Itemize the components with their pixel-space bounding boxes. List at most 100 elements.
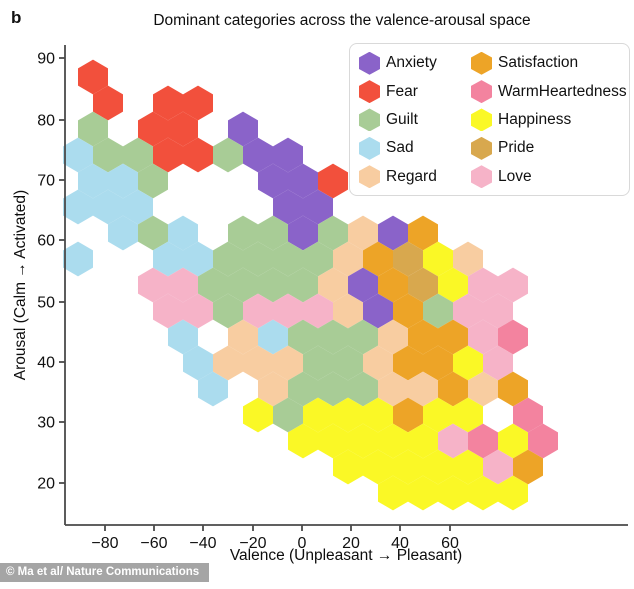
hex-cell — [258, 319, 288, 355]
legend-label-fear: Fear — [386, 82, 418, 100]
hex-cell — [318, 163, 348, 199]
hex-cell — [273, 137, 303, 173]
y-tick-label: 90 — [37, 51, 55, 68]
legend-swatch-satisfaction-hexagon-icon — [471, 51, 492, 75]
hex-cell — [438, 267, 468, 303]
hex-cell — [408, 423, 438, 459]
hex-cell — [318, 215, 348, 251]
hex-cell — [138, 111, 168, 147]
hex-cell — [348, 267, 378, 303]
hex-cell — [138, 215, 168, 251]
hex-cell — [378, 371, 408, 407]
hex-cell — [243, 241, 273, 277]
hex-cell — [453, 241, 483, 277]
hex-cell — [243, 345, 273, 381]
hex-cell — [423, 293, 453, 329]
hex-cell — [153, 137, 183, 173]
hex-cell — [303, 189, 333, 225]
hex-cell — [138, 163, 168, 199]
hex-cell — [528, 423, 558, 459]
hex-cell — [498, 319, 528, 355]
hex-cell — [498, 267, 528, 303]
hex-cell — [318, 371, 348, 407]
hex-cell — [123, 189, 153, 225]
legend-label-guilt: Guilt — [386, 110, 418, 128]
hex-cell — [348, 371, 378, 407]
hex-cell — [498, 475, 528, 511]
hex-cell — [363, 345, 393, 381]
hex-cell — [348, 215, 378, 251]
hex-cell — [258, 371, 288, 407]
hex-cell — [273, 293, 303, 329]
hex-cell — [423, 241, 453, 277]
hex-cell — [168, 111, 198, 147]
hex-cell — [258, 215, 288, 251]
hex-layer — [63, 59, 558, 511]
legend-swatch-love-hexagon-icon — [471, 165, 492, 189]
hex-cell — [408, 475, 438, 511]
x-tick-label: 0 — [298, 535, 307, 552]
hex-cell — [348, 319, 378, 355]
hex-cell — [438, 423, 468, 459]
legend-swatch-happiness-hexagon-icon — [471, 108, 492, 132]
hex-cell — [168, 215, 198, 251]
hex-cell — [378, 267, 408, 303]
hex-cell — [378, 475, 408, 511]
hex-cell — [228, 111, 258, 147]
y-tick-label: 50 — [37, 295, 55, 312]
hex-cell — [378, 319, 408, 355]
x-axis-label: Valence (Unpleasant → Pleasant) — [229, 547, 463, 564]
hex-cell — [198, 371, 228, 407]
hex-cell — [333, 449, 363, 485]
hex-cell — [183, 241, 213, 277]
hex-cell — [288, 163, 318, 199]
y-tick-label: 40 — [37, 355, 55, 372]
hex-cell — [258, 163, 288, 199]
hex-cell — [393, 397, 423, 433]
hex-cell — [483, 449, 513, 485]
hex-cell — [288, 319, 318, 355]
chart-title: Dominant categories across the valence-a… — [153, 12, 531, 29]
hex-cell — [363, 241, 393, 277]
hex-cell — [453, 293, 483, 329]
hex-cell — [363, 293, 393, 329]
hex-cell — [93, 85, 123, 121]
hex-cell — [288, 371, 318, 407]
hex-cell — [138, 267, 168, 303]
axes: −80 −60 −40 −20 0 20 40 60 90 80 70 60 50 40 30 20 — [37, 45, 628, 552]
hex-cell — [153, 241, 183, 277]
hex-cell — [333, 241, 363, 277]
hex-cell — [408, 319, 438, 355]
x-tick-label: 60 — [441, 535, 459, 552]
y-tick-label: 60 — [37, 233, 55, 250]
hex-cell — [183, 345, 213, 381]
legend-label-satisfaction: Satisfaction — [498, 54, 579, 72]
hex-cell — [168, 267, 198, 303]
hex-cell — [378, 215, 408, 251]
legend-label-love: Love — [498, 167, 532, 185]
hex-cell — [153, 85, 183, 121]
hex-cell — [228, 267, 258, 303]
hex-cell — [408, 267, 438, 303]
hex-cell — [468, 423, 498, 459]
legend-label-happiness: Happiness — [498, 110, 572, 128]
legend-swatch-pride-hexagon-icon — [471, 136, 492, 160]
hex-cell — [453, 397, 483, 433]
y-tick-label: 20 — [37, 476, 55, 493]
hex-cell — [213, 137, 243, 173]
x-tick-label: −40 — [189, 535, 216, 552]
legend-swatch-sad-hexagon-icon — [359, 136, 380, 160]
hex-cell — [273, 241, 303, 277]
hex-cell — [453, 449, 483, 485]
hex-cell — [288, 215, 318, 251]
hex-cell — [303, 345, 333, 381]
hex-cell — [93, 189, 123, 225]
hex-cell — [423, 397, 453, 433]
hex-cell — [498, 371, 528, 407]
x-tick-label: 40 — [391, 535, 409, 552]
hex-cell — [243, 397, 273, 433]
hex-cell — [108, 163, 138, 199]
hex-cell — [288, 423, 318, 459]
